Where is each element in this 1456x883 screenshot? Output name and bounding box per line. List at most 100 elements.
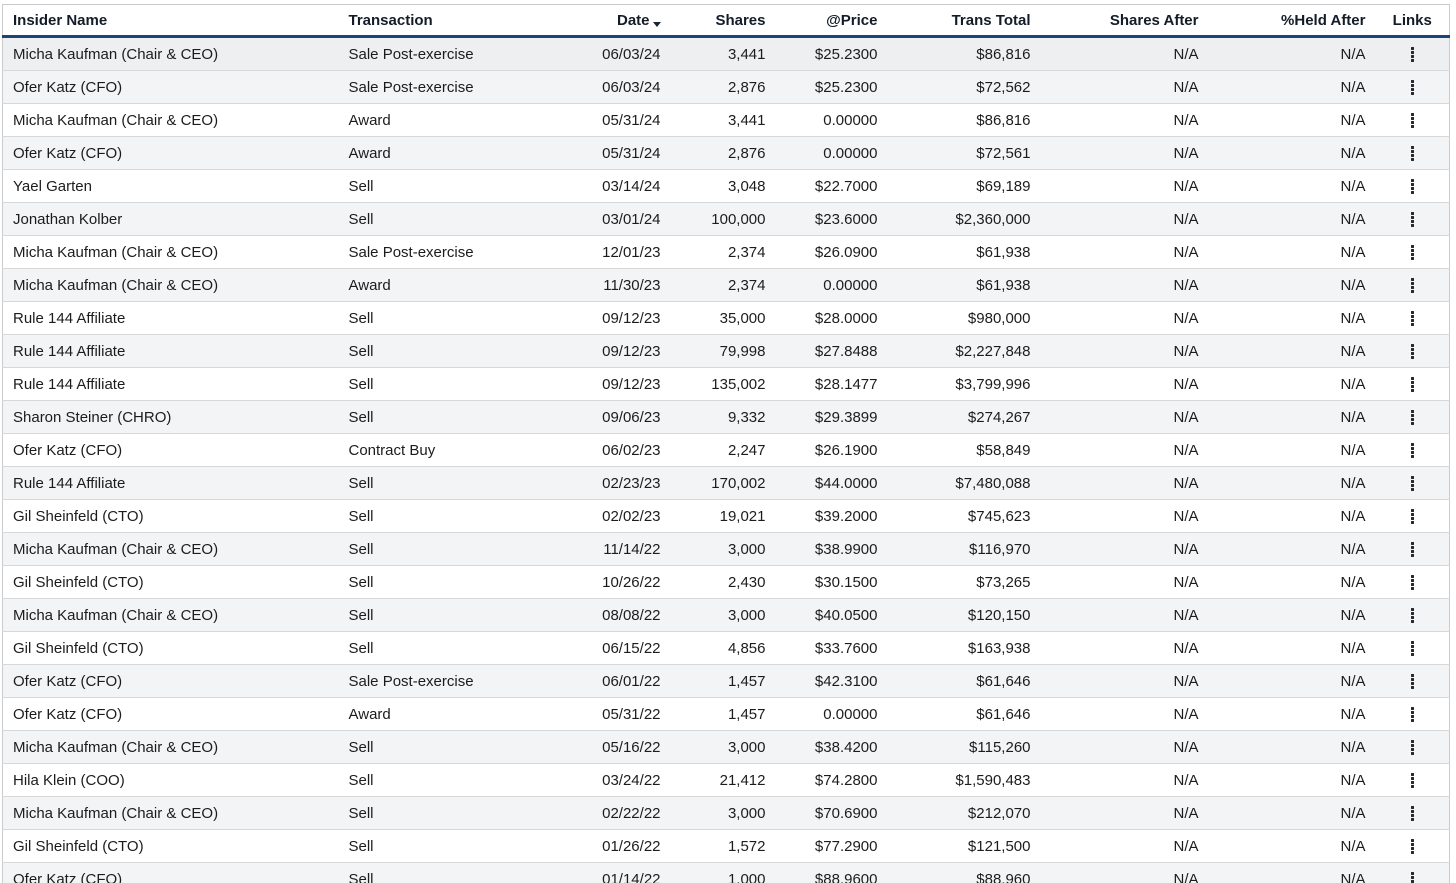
shares-after-cell: N/A xyxy=(1040,70,1209,104)
price-cell: $70.6900 xyxy=(775,796,888,830)
links-menu-button[interactable] xyxy=(1405,802,1420,824)
vertical-dots-icon xyxy=(1410,409,1414,413)
links-cell xyxy=(1375,763,1450,797)
date-cell: 02/02/23 xyxy=(558,499,671,533)
table-row: Hila Klein (COO) Sell 03/24/22 21,412 $7… xyxy=(2,763,1450,797)
column-header-pct-held-after[interactable]: %Held After xyxy=(1208,4,1376,38)
links-menu-button[interactable] xyxy=(1405,769,1420,791)
shares-cell: 2,430 xyxy=(670,565,776,599)
links-menu-button[interactable] xyxy=(1405,835,1420,857)
price-cell: $28.0000 xyxy=(775,301,888,335)
table-row: Micha Kaufman (Chair & CEO) Sale Post-ex… xyxy=(2,235,1450,269)
transaction-cell: Award xyxy=(338,268,559,302)
shares-after-cell: N/A xyxy=(1040,367,1209,401)
links-menu-button[interactable] xyxy=(1405,373,1420,395)
shares-after-cell: N/A xyxy=(1040,730,1209,764)
price-cell: $28.1477 xyxy=(775,367,888,401)
table-row: Micha Kaufman (Chair & CEO) Sell 11/14/2… xyxy=(2,532,1450,566)
links-menu-button[interactable] xyxy=(1405,274,1420,296)
links-menu-button[interactable] xyxy=(1405,439,1420,461)
shares-cell: 35,000 xyxy=(670,301,776,335)
date-cell: 02/23/23 xyxy=(558,466,671,500)
links-menu-button[interactable] xyxy=(1405,307,1420,329)
links-menu-button[interactable] xyxy=(1405,406,1420,428)
links-menu-button[interactable] xyxy=(1405,604,1420,626)
date-cell: 09/12/23 xyxy=(558,334,671,368)
insider-name-cell: Rule 144 Affiliate xyxy=(2,367,339,401)
insider-name-cell: Micha Kaufman (Chair & CEO) xyxy=(2,730,339,764)
insider-name-cell: Yael Garten xyxy=(2,169,339,203)
links-cell xyxy=(1375,499,1450,533)
shares-cell: 3,000 xyxy=(670,532,776,566)
column-header-date[interactable]: Date xyxy=(558,4,671,38)
pct-held-after-cell: N/A xyxy=(1208,103,1376,137)
links-menu-button[interactable] xyxy=(1405,43,1420,65)
insider-name-cell: Micha Kaufman (Chair & CEO) xyxy=(2,532,339,566)
vertical-dots-icon xyxy=(1410,79,1414,83)
links-menu-button[interactable] xyxy=(1405,340,1420,362)
links-menu-button[interactable] xyxy=(1405,109,1420,131)
vertical-dots-icon xyxy=(1410,541,1414,545)
price-cell: $39.2000 xyxy=(775,499,888,533)
links-menu-button[interactable] xyxy=(1405,76,1420,98)
vertical-dots-icon xyxy=(1410,46,1414,50)
insider-name-cell: Ofer Katz (CFO) xyxy=(2,136,339,170)
links-cell xyxy=(1375,862,1450,883)
column-header-shares[interactable]: Shares xyxy=(670,4,776,38)
trans-total-cell: $980,000 xyxy=(887,301,1041,335)
insider-name-cell: Micha Kaufman (Chair & CEO) xyxy=(2,235,339,269)
pct-held-after-cell: N/A xyxy=(1208,499,1376,533)
column-header-links[interactable]: Links xyxy=(1375,4,1450,38)
pct-held-after-cell: N/A xyxy=(1208,433,1376,467)
transaction-cell: Sell xyxy=(338,202,559,236)
column-header-insider-name[interactable]: Insider Name xyxy=(2,4,339,38)
pct-held-after-cell: N/A xyxy=(1208,829,1376,863)
pct-held-after-cell: N/A xyxy=(1208,796,1376,830)
links-menu-button[interactable] xyxy=(1405,142,1420,164)
shares-after-cell: N/A xyxy=(1040,664,1209,698)
insider-name-cell: Micha Kaufman (Chair & CEO) xyxy=(2,796,339,830)
price-cell: $27.8488 xyxy=(775,334,888,368)
links-menu-button[interactable] xyxy=(1405,637,1420,659)
links-menu-button[interactable] xyxy=(1405,538,1420,560)
vertical-dots-icon xyxy=(1410,211,1414,215)
links-menu-button[interactable] xyxy=(1405,472,1420,494)
vertical-dots-icon xyxy=(1410,574,1414,578)
column-header-transaction[interactable]: Transaction xyxy=(338,4,559,38)
trans-total-cell: $2,227,848 xyxy=(887,334,1041,368)
transaction-cell: Contract Buy xyxy=(338,433,559,467)
vertical-dots-icon xyxy=(1410,673,1414,677)
transaction-cell: Award xyxy=(338,103,559,137)
table-row: Micha Kaufman (Chair & CEO) Award 11/30/… xyxy=(2,268,1450,302)
date-cell: 03/01/24 xyxy=(558,202,671,236)
links-menu-button[interactable] xyxy=(1405,208,1420,230)
pct-held-after-cell: N/A xyxy=(1208,301,1376,335)
pct-held-after-cell: N/A xyxy=(1208,36,1376,71)
links-menu-button[interactable] xyxy=(1405,241,1420,263)
links-menu-button[interactable] xyxy=(1405,571,1420,593)
links-menu-button[interactable] xyxy=(1405,736,1420,758)
links-cell xyxy=(1375,70,1450,104)
transaction-cell: Sale Post-exercise xyxy=(338,36,559,71)
trans-total-cell: $86,816 xyxy=(887,103,1041,137)
links-cell xyxy=(1375,532,1450,566)
shares-cell: 19,021 xyxy=(670,499,776,533)
shares-after-cell: N/A xyxy=(1040,499,1209,533)
links-menu-button[interactable] xyxy=(1405,670,1420,692)
links-menu-button[interactable] xyxy=(1405,703,1420,725)
vertical-dots-icon xyxy=(1410,343,1414,347)
column-header-trans-total[interactable]: Trans Total xyxy=(887,4,1041,38)
links-menu-button[interactable] xyxy=(1405,868,1420,883)
transaction-cell: Sell xyxy=(338,763,559,797)
links-menu-button[interactable] xyxy=(1405,175,1420,197)
table-row: Micha Kaufman (Chair & CEO) Award 05/31/… xyxy=(2,103,1450,137)
shares-after-cell: N/A xyxy=(1040,565,1209,599)
links-menu-button[interactable] xyxy=(1405,505,1420,527)
transaction-cell: Sell xyxy=(338,169,559,203)
table-row: Rule 144 Affiliate Sell 09/12/23 35,000 … xyxy=(2,301,1450,335)
shares-cell: 21,412 xyxy=(670,763,776,797)
shares-after-cell: N/A xyxy=(1040,796,1209,830)
shares-cell: 3,441 xyxy=(670,36,776,71)
column-header-shares-after[interactable]: Shares After xyxy=(1040,4,1209,38)
column-header-price[interactable]: @Price xyxy=(775,4,888,38)
